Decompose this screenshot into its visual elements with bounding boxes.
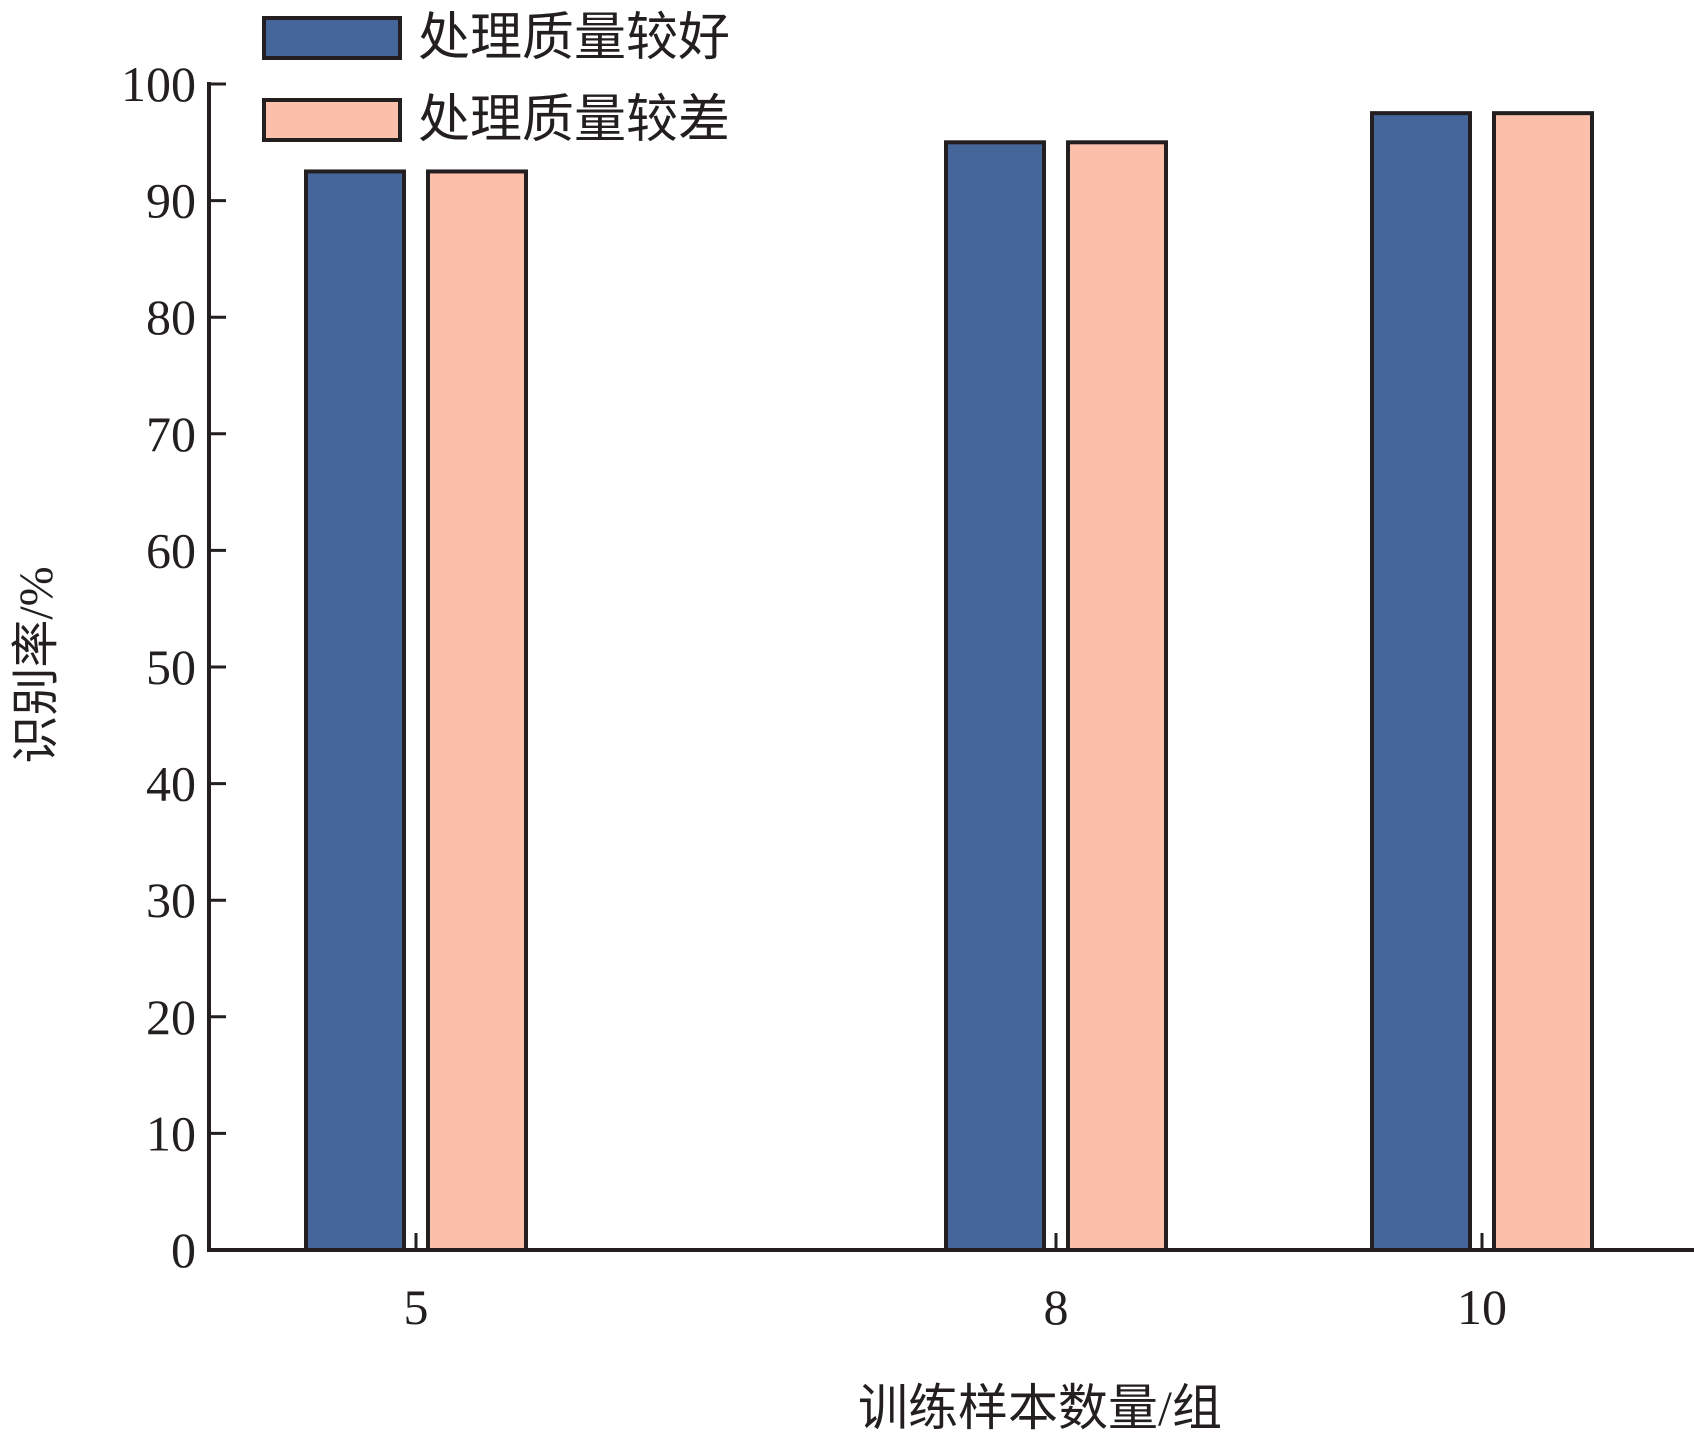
axes xyxy=(207,82,1694,1252)
y-tick-label: 10 xyxy=(146,1105,196,1161)
y-tick-label: 20 xyxy=(146,989,196,1045)
y-tick-label: 70 xyxy=(146,406,196,462)
bar-series-2-10 xyxy=(1492,111,1594,1252)
y-tick-label: 60 xyxy=(146,522,196,578)
x-tick-label: 8 xyxy=(1044,1279,1069,1335)
bar-series-1-10 xyxy=(1370,111,1472,1252)
x-axis-label: 训练样本数量/组 xyxy=(858,1380,1222,1436)
bar-series-2-5 xyxy=(426,169,528,1253)
bars xyxy=(304,111,1594,1253)
legend-swatch xyxy=(262,16,402,60)
bar-series-1-8 xyxy=(944,140,1046,1252)
legend-label: 处理质量较差 xyxy=(418,92,730,149)
x-tick-label: 10 xyxy=(1457,1279,1507,1335)
y-tick-label: 90 xyxy=(146,173,196,229)
bar-series-2-8 xyxy=(1066,140,1168,1252)
y-tick-label: 40 xyxy=(146,756,196,812)
y-tick-label: 80 xyxy=(146,289,196,345)
bar-series-1-5 xyxy=(304,169,406,1253)
y-axis-ticks: 0 10 20 30 40 50 60 70 80 90 100 xyxy=(121,56,226,1278)
y-axis-label: 识别率/% xyxy=(10,566,63,763)
x-axis-ticks: 5 8 10 xyxy=(404,1233,1507,1335)
y-tick-label: 30 xyxy=(146,872,196,928)
y-tick-label: 100 xyxy=(121,56,196,112)
y-tick-label: 50 xyxy=(146,639,196,695)
y-tick-label: 0 xyxy=(171,1222,196,1278)
legend-label: 处理质量较好 xyxy=(418,10,730,67)
x-tick-label: 5 xyxy=(404,1279,429,1335)
legend-swatch xyxy=(262,98,402,142)
